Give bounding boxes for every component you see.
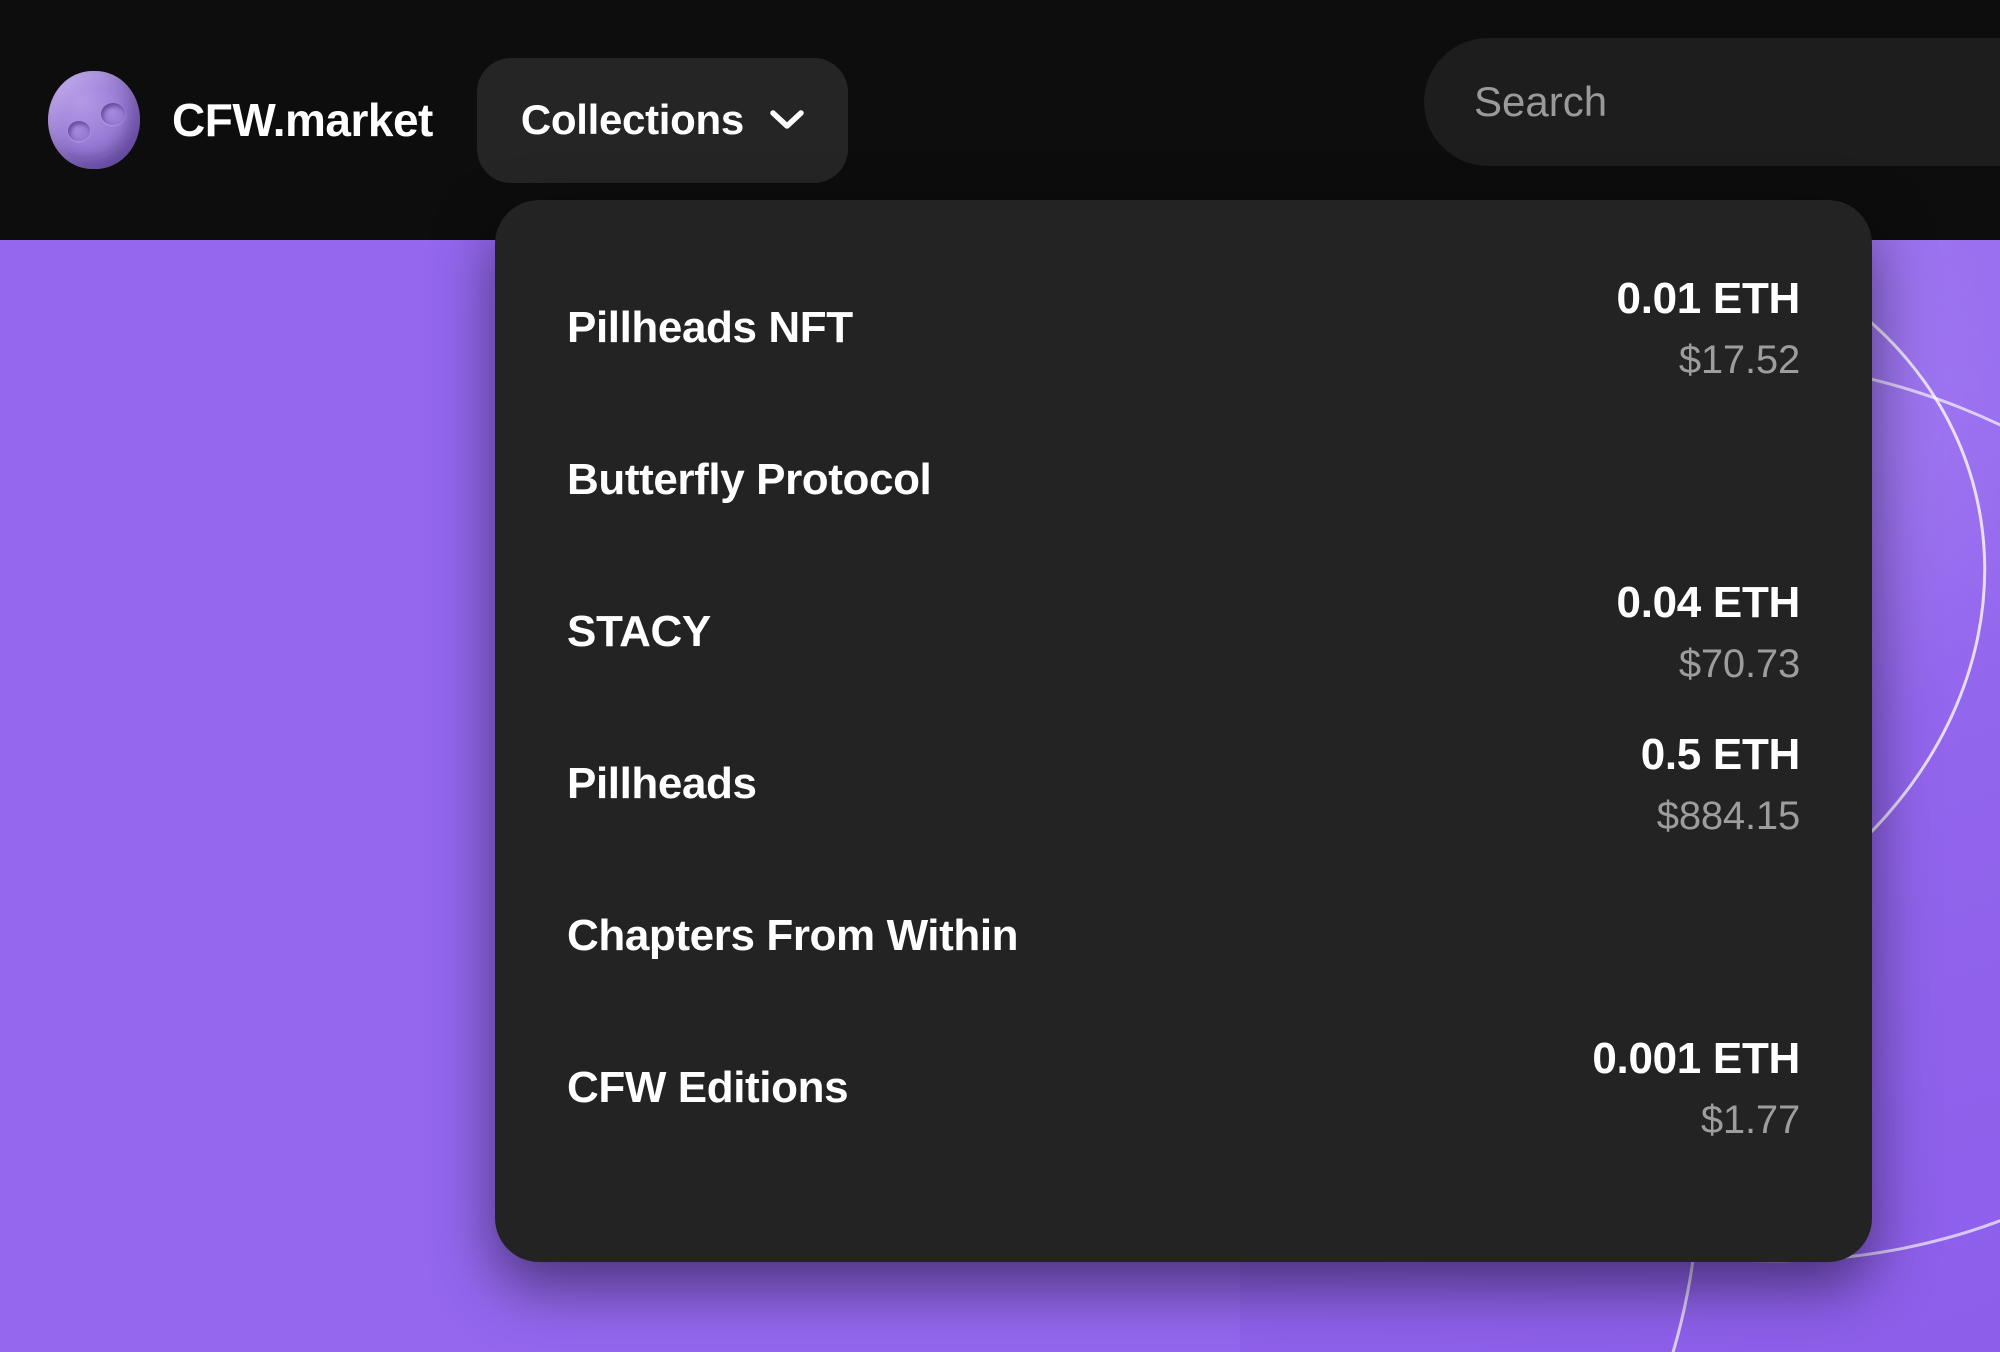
collection-floor-price-eth: 0.001 ETH xyxy=(1592,1033,1800,1083)
collection-price-group: 0.5 ETH $884.15 xyxy=(1640,729,1801,839)
collection-menu-item[interactable]: Pillheads NFT 0.01 ETH $17.52 xyxy=(567,252,1800,404)
search-placeholder: Search xyxy=(1474,78,1608,125)
brand-name: CFW.market xyxy=(172,94,433,146)
collection-price-group: 0.01 ETH $17.52 xyxy=(1616,273,1801,383)
collection-name: Chapters From Within xyxy=(567,911,1019,960)
pill-smiley-icon xyxy=(48,71,140,169)
collection-name: Pillheads xyxy=(567,759,757,808)
collection-floor-price-usd: $17.52 xyxy=(1678,337,1800,382)
collection-floor-price-eth: 0.5 ETH xyxy=(1640,729,1801,779)
collection-menu-item[interactable]: CFW Editions 0.001 ETH $1.77 xyxy=(567,1012,1800,1164)
collection-price-group: 0.04 ETH $70.73 xyxy=(1616,577,1801,687)
collection-floor-price-eth: 0.01 ETH xyxy=(1616,273,1801,323)
collection-floor-price-usd: $1.77 xyxy=(1700,1097,1800,1142)
collections-button-label: Collections xyxy=(520,96,744,143)
smiley-eye-left xyxy=(68,121,90,141)
collection-floor-price-eth: 0.04 ETH xyxy=(1616,577,1801,627)
collection-menu-item[interactable]: STACY 0.04 ETH $70.73 xyxy=(567,556,1800,708)
collection-name: Butterfly Protocol xyxy=(567,455,932,504)
collection-menu-item[interactable]: Butterfly Protocol xyxy=(567,404,1800,556)
collection-name: CFW Editions xyxy=(567,1063,849,1112)
collections-dropdown-menu: Pillheads NFT 0.01 ETH $17.52 Butterfly Pro… xyxy=(495,200,1872,1262)
chevron-down-icon xyxy=(770,110,804,130)
brand-link[interactable]: CFW.market xyxy=(48,71,433,169)
collection-price-group: 0.001 ETH $1.77 xyxy=(1592,1034,1800,1143)
collection-floor-price-usd: $70.73 xyxy=(1678,641,1800,686)
collection-name: Pillheads NFT xyxy=(567,303,853,352)
smiley-eye-right xyxy=(101,103,125,125)
collection-menu-item[interactable]: Pillheads 0.5 ETH $884.15 xyxy=(567,708,1800,860)
collection-menu-item[interactable]: Chapters From Within xyxy=(567,860,1800,1012)
search-input[interactable]: Search xyxy=(1424,38,2000,166)
hero-caption-line-1: m the xyxy=(1298,1340,2000,1352)
collections-dropdown-button[interactable]: Collections xyxy=(476,57,848,183)
collection-name: STACY xyxy=(567,607,711,656)
collection-floor-price-usd: $884.15 xyxy=(1656,793,1800,838)
